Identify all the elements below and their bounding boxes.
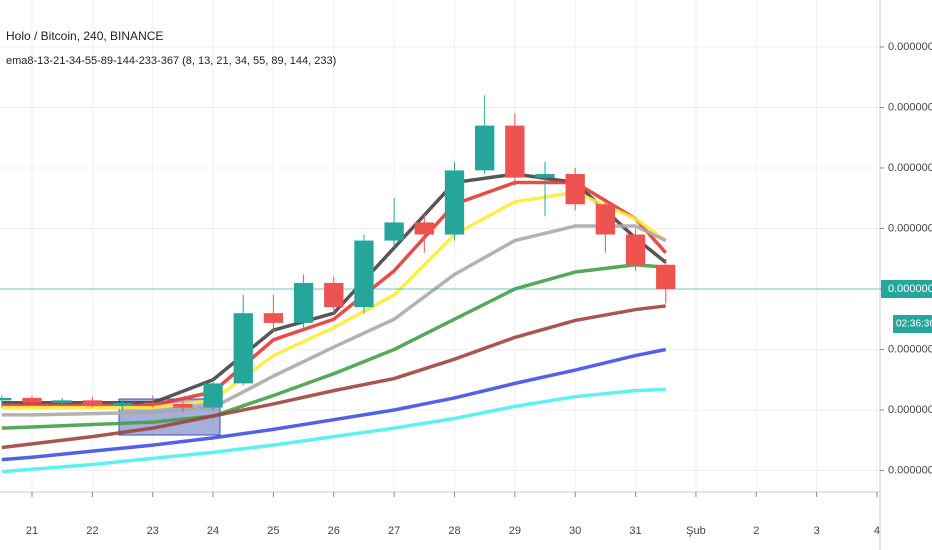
- ema-line: [1, 387, 666, 474]
- chart-title: Holo / Bitcoin, 240, BINANCE: [6, 29, 163, 43]
- x-tick-label: 4: [874, 525, 880, 537]
- ema-line: [1, 304, 666, 450]
- candle-body: [324, 282, 344, 308]
- y-tick-label: 0.00000050: [888, 41, 932, 53]
- x-tick-label: 27: [388, 525, 400, 537]
- candle-body: [475, 125, 495, 171]
- candle-body: [384, 222, 404, 241]
- x-tick-label: 26: [328, 525, 340, 537]
- candle-body: [414, 222, 434, 235]
- y-tick-label: 0.00000015: [888, 464, 932, 476]
- ema-line: [1, 224, 667, 417]
- x-tick-label: Şub: [686, 525, 706, 537]
- y-tick-label: 0.00000035: [888, 222, 932, 234]
- x-tick-label: 31: [629, 525, 641, 537]
- candle-body: [82, 400, 103, 406]
- y-tick-label: 0.00000025: [888, 343, 932, 355]
- candle-body: [233, 313, 253, 384]
- x-tick-label: 2: [753, 525, 759, 537]
- candle-body: [112, 402, 133, 406]
- indicator-label: ema8-13-21-34-55-89-144-233-367 (8, 13, …: [6, 55, 336, 67]
- candle-body: [203, 383, 223, 408]
- y-tick-label: 0.00000045: [888, 101, 932, 113]
- axes: 0.00000015 0.00000020 0.00000025 0.00000030…: [26, 41, 932, 537]
- x-tick-label: 23: [147, 525, 159, 537]
- candles: [0, 95, 676, 413]
- grid: [0, 0, 880, 490]
- candle-body: [293, 282, 314, 323]
- x-tick-label: 3: [814, 525, 820, 537]
- candle-body: [565, 174, 585, 205]
- ema-line: [1, 347, 667, 462]
- last-price-box: [881, 279, 932, 298]
- candle-body: [22, 397, 42, 403]
- candle-body: [52, 400, 72, 403]
- x-tick-label: 24: [207, 525, 219, 537]
- ema-line: [1, 263, 666, 430]
- countdown-box: [893, 314, 932, 333]
- last-price-label: 0.00000030: [888, 283, 932, 295]
- countdown-label: 02:36:36: [896, 319, 932, 330]
- candle-body: [263, 313, 284, 323]
- candle-body: [173, 403, 193, 408]
- x-tick-label: 28: [448, 525, 460, 537]
- y-tick-label: 0.00000040: [888, 162, 932, 174]
- candle-body: [595, 204, 616, 235]
- candle-body: [656, 264, 676, 289]
- x-tick-label: 25: [267, 525, 279, 537]
- x-tick-label: 30: [569, 525, 581, 537]
- candle-body: [535, 174, 555, 178]
- candle-body: [625, 234, 646, 265]
- candle-body: [0, 397, 12, 401]
- x-tick-label: 29: [509, 525, 521, 537]
- x-tick-label: 21: [26, 525, 38, 537]
- y-tick-label: 0.00000020: [888, 404, 932, 416]
- candle-body: [505, 125, 525, 178]
- candle-body: [444, 170, 465, 235]
- candle-body: [354, 240, 374, 308]
- candle-body: [143, 402, 163, 404]
- x-tick-label: 22: [86, 525, 98, 537]
